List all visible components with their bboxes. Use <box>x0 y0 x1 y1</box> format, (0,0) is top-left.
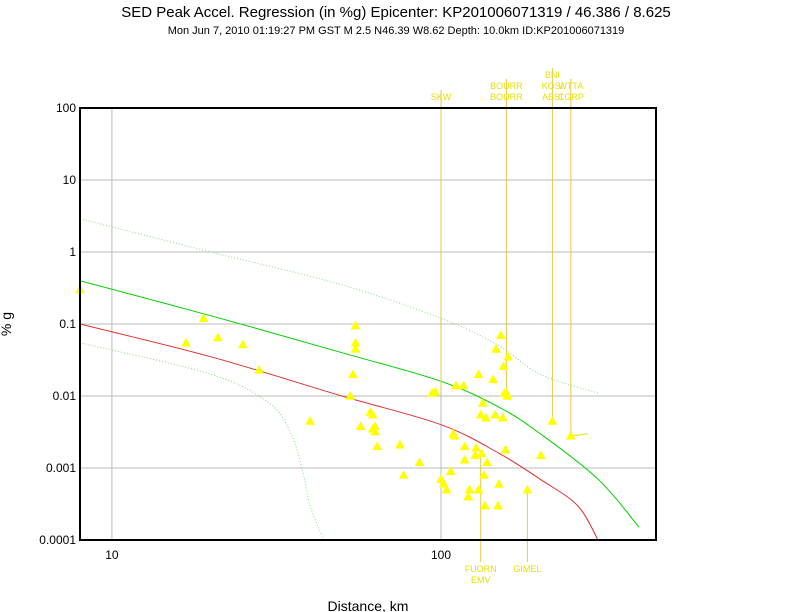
curve-station-segment <box>571 433 589 437</box>
x-axis-label: Distance, km <box>328 598 409 612</box>
data-point-triangle <box>459 454 470 464</box>
axis-ticks: 100 10 1 0.1 0.01 0.001 0.0001 10 100 <box>39 101 451 562</box>
data-point-triangle <box>464 484 475 494</box>
data-point-triangle <box>477 397 488 407</box>
data-point-triangle <box>459 441 470 451</box>
data-point-triangle <box>348 369 358 379</box>
y-tick-label: 100 <box>56 101 76 115</box>
data-point-triangle <box>488 374 499 384</box>
station-label: SKW <box>431 92 452 102</box>
data-point-triangle <box>480 500 490 510</box>
curve-median <box>80 280 640 528</box>
data-point-triangle <box>535 450 546 460</box>
data-point-triangle <box>463 491 474 501</box>
station-label: WTTA <box>558 81 583 91</box>
data-point-triangle <box>498 361 509 370</box>
station-label: FUORN <box>465 564 497 574</box>
data-point-triangle <box>370 426 380 436</box>
data-point-triangle <box>494 478 504 488</box>
data-point-triangle <box>451 380 461 390</box>
chart-subtitle: Mon Jun 7, 2010 01:19:27 PM GST M 2.5 N4… <box>167 25 625 37</box>
data-point-triangle <box>503 351 514 361</box>
data-point-triangle <box>350 337 361 347</box>
data-point-triangle <box>481 412 491 422</box>
data-point-triangle <box>449 430 460 440</box>
station-label: GIMEL <box>513 564 541 574</box>
data-point-triangle <box>372 441 383 451</box>
data-point-triangle <box>441 484 452 494</box>
data-point-triangle <box>438 478 449 488</box>
curve-lower-fit <box>80 323 599 540</box>
y-tick-label: 0.01 <box>53 389 77 403</box>
data-point-triangle <box>445 466 456 476</box>
data-point-triangle <box>497 412 508 422</box>
data-point-triangle <box>471 442 482 452</box>
curve-sigma-upper <box>80 218 599 394</box>
data-point-triangle <box>458 380 469 390</box>
data-point-triangle <box>482 457 492 467</box>
station-label: KOSI <box>542 81 564 91</box>
station-label: CGRP <box>558 92 584 102</box>
data-point-triangle <box>476 448 487 458</box>
data-point-triangle <box>198 313 209 323</box>
y-tick-label: 0.1 <box>59 317 76 331</box>
data-point-triangle <box>367 409 378 419</box>
data-point-triangle <box>370 421 380 431</box>
station-label: BNI <box>545 70 560 80</box>
data-point-triangle <box>305 415 315 425</box>
data-point-triangle <box>522 484 533 494</box>
station-label: EMV <box>471 575 491 585</box>
y-axis-label: % g <box>0 312 14 336</box>
data-point-triangle <box>398 469 409 479</box>
data-point-triangle <box>213 332 223 342</box>
data-point-triangle <box>254 364 264 374</box>
data-point-triangle <box>350 320 361 330</box>
plot-frame <box>79 107 657 541</box>
data-point-triangle <box>181 337 191 347</box>
data-point-triangle <box>473 484 484 494</box>
curve-sigma-lower <box>80 342 325 540</box>
y-tick-label: 1 <box>69 245 76 259</box>
data-point-triangle <box>493 500 503 510</box>
data-point-triangle <box>355 421 366 431</box>
grid <box>80 107 656 541</box>
station-label: BOURR <box>490 92 523 102</box>
station-label: BOURR <box>490 81 523 91</box>
station-label: ABSI <box>542 92 563 102</box>
data-point-triangle <box>414 457 425 467</box>
data-point-triangle <box>478 469 489 479</box>
chart-title: SED Peak Accel. Regression (in %g) Epice… <box>121 4 671 21</box>
data-points <box>75 284 576 510</box>
data-point-triangle <box>490 409 501 419</box>
data-point-triangle <box>547 415 558 425</box>
data-point-triangle <box>237 339 248 349</box>
y-tick-label: 10 <box>63 173 77 187</box>
data-point-triangle <box>565 430 576 440</box>
data-point-triangle <box>491 343 502 353</box>
data-point-triangle <box>473 369 484 379</box>
data-point-triangle <box>345 390 356 400</box>
data-point-triangle <box>495 330 506 339</box>
data-point-triangle <box>475 409 486 419</box>
data-point-triangle <box>350 343 361 353</box>
x-tick-label: 100 <box>431 548 451 562</box>
y-tick-label: 0.0001 <box>39 533 76 547</box>
x-tick-label: 10 <box>105 548 119 562</box>
y-tick-label: 0.001 <box>46 461 76 475</box>
regression-curves <box>80 218 640 540</box>
data-point-triangle <box>394 439 405 449</box>
data-point-triangle <box>500 444 511 454</box>
data-point-triangle <box>430 386 441 396</box>
data-point-triangle <box>502 390 513 400</box>
